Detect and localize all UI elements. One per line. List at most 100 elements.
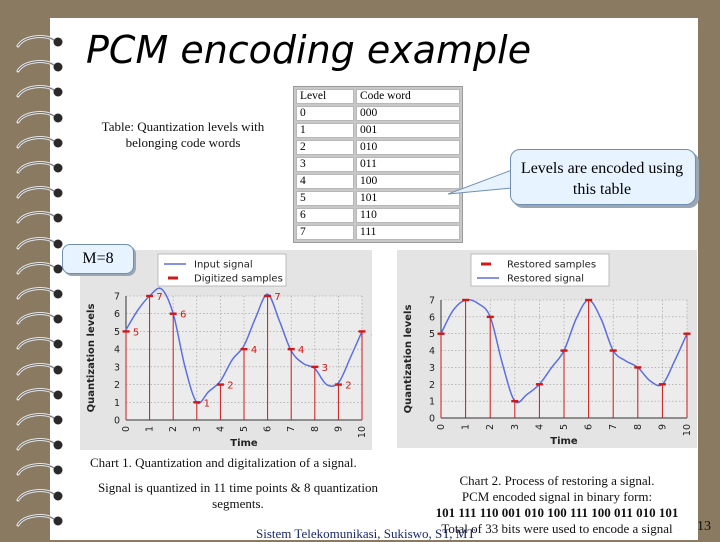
spiral-binding-ring-icon xyxy=(16,312,63,325)
x-tick-label: 7 xyxy=(286,426,297,432)
table-cell-level: 7 xyxy=(296,225,354,240)
spiral-binding-ring-icon xyxy=(16,261,63,275)
x-tick-label: 0 xyxy=(121,426,132,432)
sample-label: 6 xyxy=(180,310,186,321)
table-cell-code-word: 100 xyxy=(356,174,460,189)
y-tick-label: 5 xyxy=(114,327,120,338)
spiral-binding-ring-icon xyxy=(16,35,63,48)
sample-marker xyxy=(462,298,470,302)
sample-marker xyxy=(634,366,642,369)
spiral-binding-ring-icon xyxy=(16,387,63,401)
page-number: 13 xyxy=(697,519,711,534)
table-cell-code-word: 001 xyxy=(356,123,460,138)
x-tick-label: 1 xyxy=(145,426,156,432)
sample-label: 4 xyxy=(298,345,304,356)
x-tick-label: 8 xyxy=(310,426,321,432)
x-tick-label: 10 xyxy=(682,424,693,436)
sample-marker xyxy=(486,315,494,319)
sample-marker xyxy=(358,330,366,333)
sample-marker xyxy=(683,332,691,335)
x-tick-label: 3 xyxy=(510,424,521,430)
callout-text: Levels are encoded using this table xyxy=(520,160,684,198)
sample-marker xyxy=(146,294,154,298)
callout-pointer xyxy=(448,169,513,195)
spiral-binding-ring-icon xyxy=(16,362,63,376)
sample-marker xyxy=(287,347,295,351)
table-cell-level: 5 xyxy=(296,191,354,206)
table-cell-level: 1 xyxy=(296,123,354,138)
sample-marker xyxy=(311,365,319,369)
sample-marker xyxy=(122,330,130,333)
table-header-level: Level xyxy=(296,89,354,104)
spiral-binding-ring-icon xyxy=(16,513,63,527)
sample-marker xyxy=(264,294,272,298)
spiral-binding-ring-icon xyxy=(16,413,63,426)
spiral-binding-ring-icon xyxy=(16,488,63,502)
y-tick-label: 4 xyxy=(114,345,120,356)
table-cell-code-word: 111 xyxy=(356,225,460,240)
sample-marker xyxy=(585,298,593,302)
table-header-code-word: Code word xyxy=(356,89,460,104)
sample-marker xyxy=(658,383,666,386)
y-axis-label: Quantization levels xyxy=(86,304,97,413)
sample-marker xyxy=(609,349,617,352)
y-tick-label: 0 xyxy=(429,414,435,425)
spiral-binding-ring-icon xyxy=(16,287,63,300)
table-cell-code-word: 010 xyxy=(356,140,460,155)
legend-entry: Restored samples xyxy=(507,260,596,271)
table-cell-code-word: 101 xyxy=(356,191,460,206)
spiral-binding-ring-icon xyxy=(16,463,63,476)
table-row: 4 100 xyxy=(296,174,460,189)
x-tick-label: 2 xyxy=(168,426,179,432)
legend-box xyxy=(157,253,287,287)
x-tick-label: 5 xyxy=(239,426,250,432)
table-row: 1 001 xyxy=(296,123,460,138)
y-tick-label: 3 xyxy=(429,363,435,374)
legend-entry: Digitized samples xyxy=(194,274,283,285)
sample-label: 5 xyxy=(133,327,139,338)
table-cell-level: 2 xyxy=(296,140,354,155)
x-tick-label: 4 xyxy=(215,426,226,432)
sample-label: 5 xyxy=(371,327,372,338)
y-tick-label: 3 xyxy=(114,362,120,373)
chart-quantization: 0 1 2 3 4 5 6 7 0 1 2 3 4 5 6 7 8 9 10 Time Quantization lev… xyxy=(80,250,372,450)
table-row: 0 000 xyxy=(296,106,460,121)
table-cell-level: 6 xyxy=(296,208,354,223)
table-row: 2 010 xyxy=(296,140,460,155)
spiral-binding-ring-icon xyxy=(16,60,63,73)
sample-marker xyxy=(193,401,201,404)
sample-marker xyxy=(240,347,248,351)
m-label-box: M=8 xyxy=(62,244,134,274)
y-tick-label: 6 xyxy=(429,312,435,323)
sample-label: 2 xyxy=(345,381,351,392)
y-tick-label: 7 xyxy=(114,292,120,303)
spiral-binding-ring-icon xyxy=(16,186,63,199)
chart-restoring: 0 1 2 3 4 5 6 7 0 1 2 3 4 5 6 7 8 9 10 Time Quantization lev… xyxy=(397,250,697,448)
footer-text: Sistem Telekomunikasi, Sukiswo, ST, MT xyxy=(256,526,476,541)
y-axis-label: Quantization levels xyxy=(403,305,414,414)
table-cell-code-word: 110 xyxy=(356,208,460,223)
x-tick-label: 5 xyxy=(559,424,570,430)
x-tick-label: 9 xyxy=(657,424,668,430)
table-cell-level: 0 xyxy=(296,106,354,121)
callout-box xyxy=(510,149,696,205)
quantization-table: Level Code word 0 000 1 001 2 010 3 011 4 100 5 101… xyxy=(293,86,463,243)
legend-swatch xyxy=(481,262,491,266)
table-cell-level: 3 xyxy=(296,157,354,172)
x-tick-label: 6 xyxy=(263,426,274,432)
signal-curve xyxy=(125,287,363,404)
table-cell-code-word: 011 xyxy=(356,157,460,172)
table-caption: Table: Quantization levels with belongin… xyxy=(101,119,265,150)
slide-title: PCM encoding example xyxy=(86,28,532,72)
chart1-caption: Chart 1. Quantization and digitalization… xyxy=(90,455,357,470)
x-tick-label: 0 xyxy=(436,424,447,430)
sample-marker xyxy=(216,383,224,386)
x-tick-label: 8 xyxy=(633,424,644,430)
y-tick-label: 1 xyxy=(429,397,435,408)
y-tick-label: 1 xyxy=(114,398,120,409)
x-axis-label: Time xyxy=(230,438,258,449)
y-tick-label: 2 xyxy=(429,380,435,391)
spiral-binding-ring-icon xyxy=(16,161,63,174)
spiral-binding-ring-icon xyxy=(16,438,63,451)
x-tick-label: 4 xyxy=(534,424,545,430)
